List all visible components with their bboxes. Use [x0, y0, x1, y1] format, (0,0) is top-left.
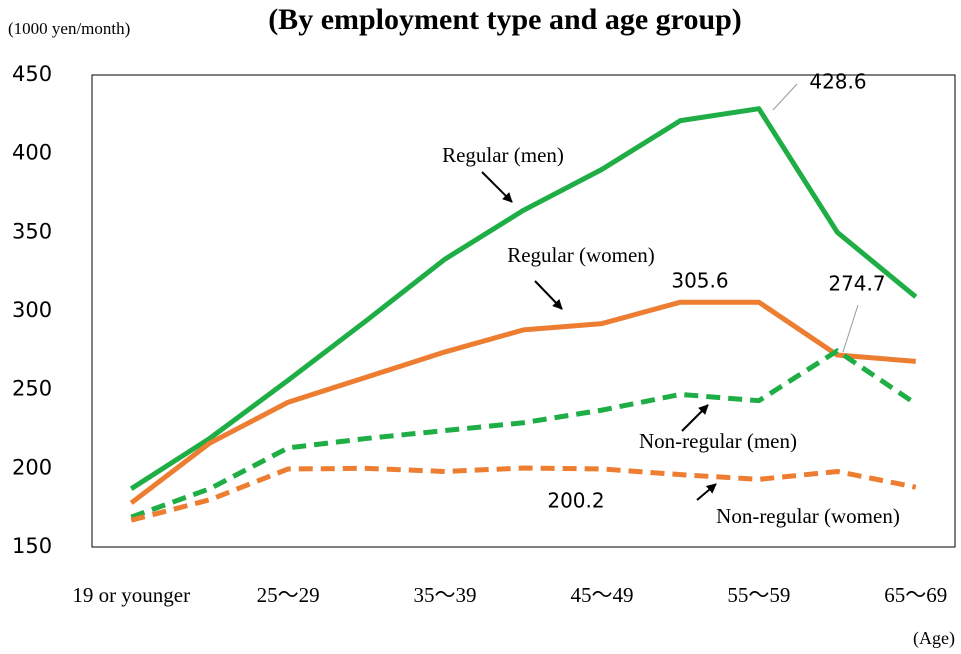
data-label: 274.7 [828, 272, 885, 296]
x-tick-label: 45〜49 [570, 583, 633, 607]
series-label: Regular (men) [442, 143, 564, 167]
y-tick-label: 400 [12, 141, 52, 165]
series-label: Regular (women) [507, 243, 655, 267]
data-label: 200.2 [547, 489, 604, 513]
series-label: Non-regular (women) [716, 504, 900, 528]
data-label: 428.6 [809, 70, 866, 94]
leader-line [842, 304, 859, 353]
arrow [534, 280, 563, 310]
arrow [681, 404, 709, 432]
leader-line [772, 83, 798, 111]
y-tick-label: 250 [12, 377, 52, 401]
data-label: 305.6 [671, 269, 728, 293]
x-tick-label: 35〜39 [414, 583, 477, 607]
series-label: Non-regular (men) [639, 429, 797, 453]
y-tick-label: 200 [12, 455, 52, 479]
y-tick-label: 300 [12, 298, 52, 322]
x-axis-label: (Age) [913, 628, 955, 649]
y-tick-label: 350 [12, 219, 52, 243]
y-axis-label: (1000 yen/month) [8, 19, 130, 38]
x-tick-label: 25〜29 [257, 583, 320, 607]
arrow [696, 483, 717, 501]
y-tick-label: 150 [12, 534, 52, 558]
chart-title: (By employment type and age group) [268, 3, 742, 36]
x-tick-label: 55〜59 [727, 583, 790, 607]
arrow [481, 171, 513, 203]
series-line [129, 299, 916, 505]
y-tick-label: 450 [12, 62, 52, 86]
series-line [130, 348, 918, 520]
series-line [130, 465, 917, 523]
series-line [129, 106, 918, 491]
x-tick-label: 65〜69 [884, 583, 947, 607]
x-tick-label: 19 or younger [72, 583, 190, 607]
plot-area [91, 74, 956, 548]
